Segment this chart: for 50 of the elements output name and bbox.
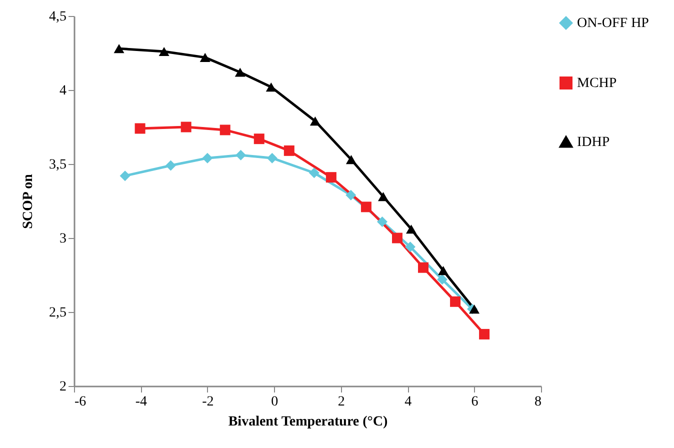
- point: [158, 46, 170, 56]
- legend-label: IDHP: [577, 135, 610, 150]
- point: [404, 242, 416, 252]
- legend-label: ON-OFF HP: [577, 16, 650, 31]
- point: [114, 44, 124, 54]
- point: [202, 152, 213, 164]
- y-tick-label: 3: [60, 232, 66, 246]
- point: [346, 155, 356, 164]
- point: [284, 145, 294, 156]
- point: [308, 168, 320, 178]
- x-tick-label: 4: [404, 394, 412, 410]
- point: [450, 296, 461, 307]
- y-tick-label: 2: [60, 380, 66, 394]
- x-tick-label: 0: [271, 394, 278, 410]
- point: [418, 262, 428, 273]
- point: [165, 160, 176, 171]
- point: [310, 116, 320, 126]
- point: [180, 122, 192, 132]
- point: [266, 82, 276, 92]
- point: [200, 52, 210, 62]
- y-axis-title: SCOP on: [21, 174, 36, 229]
- point: [134, 123, 146, 134]
- point: [437, 274, 448, 285]
- x-tick-label: 6: [471, 394, 478, 410]
- point: [392, 232, 402, 244]
- point: [254, 134, 264, 144]
- x-axis-title: Bivalent Temperature (°C): [228, 414, 388, 430]
- point: [220, 124, 230, 136]
- point: [236, 150, 246, 160]
- y-tick-label: 2,5: [49, 306, 66, 320]
- point: [234, 68, 246, 77]
- x-tick-label: -4: [135, 394, 148, 410]
- point: [406, 224, 416, 234]
- x-tick-label: 2: [338, 394, 345, 410]
- point: [326, 172, 336, 183]
- y-tick-label: 4: [60, 84, 66, 98]
- point: [438, 266, 449, 276]
- y-tick-label: 4,5: [49, 10, 66, 24]
- x-tick-label: 8: [534, 394, 542, 410]
- point: [346, 190, 356, 200]
- point: [360, 202, 372, 212]
- y-tick-label: 3,5: [49, 158, 66, 172]
- point: [479, 328, 490, 340]
- x-tick-label: -2: [202, 394, 214, 410]
- point: [376, 216, 388, 227]
- legend-label: MCHP: [577, 76, 617, 91]
- x-tick-label: -6: [74, 394, 86, 410]
- point: [378, 192, 388, 202]
- point: [120, 170, 130, 182]
- point: [266, 152, 278, 164]
